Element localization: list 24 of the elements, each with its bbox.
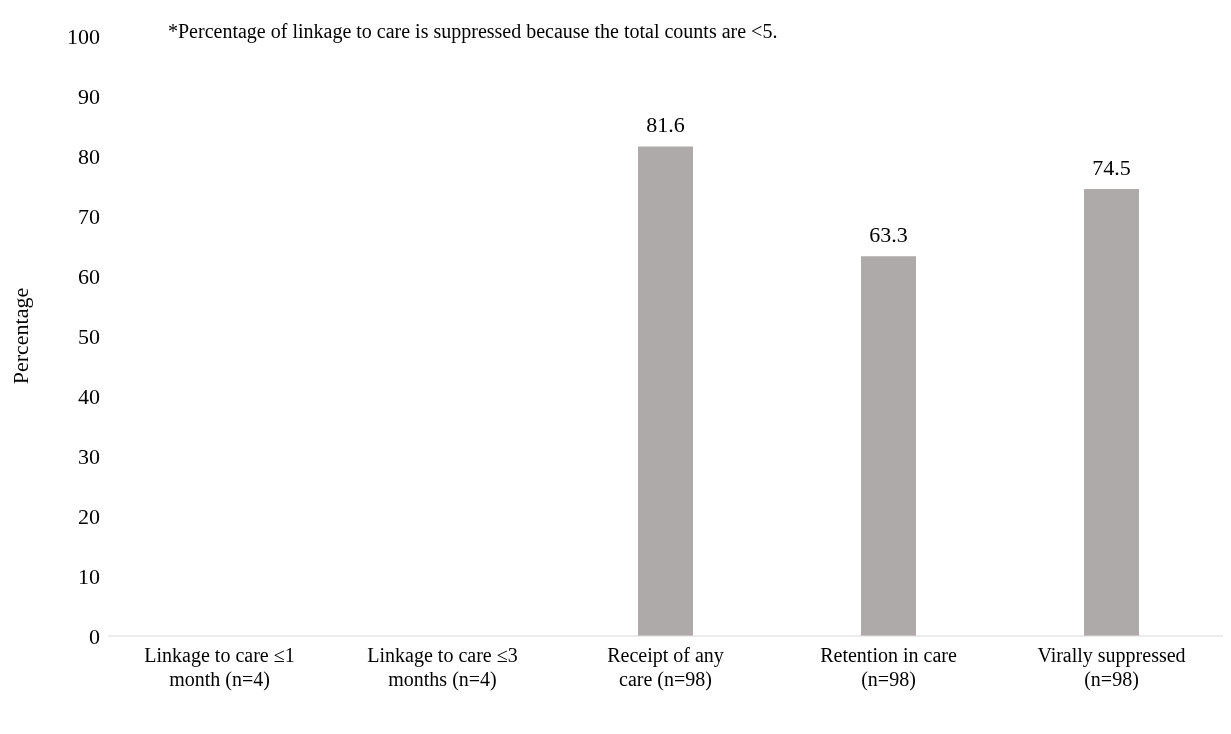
data-label: 81.6 (646, 112, 685, 138)
y-tick-label: 30 (78, 443, 100, 469)
data-label: 63.3 (869, 222, 908, 248)
annotation: *Percentage of linkage to care is suppressed because the total counts are <5. (168, 20, 778, 43)
x-tick-label: Retention in care (n=98) (820, 644, 957, 691)
y-tick-label: 60 (78, 263, 100, 289)
data-label: 74.5 (1092, 155, 1131, 180)
y-tick-label: 40 (78, 383, 100, 409)
y-tick-label: 10 (78, 563, 100, 589)
bar (1084, 189, 1139, 636)
y-tick-label: 20 (78, 503, 100, 529)
y-tick-label: 100 (67, 23, 100, 49)
y-tick-label: 50 (78, 323, 100, 349)
y-tick-label: 70 (78, 203, 100, 229)
bar (638, 146, 693, 636)
y-tick-label: 80 (78, 143, 100, 169)
x-tick-label: Linkage to care ≤1 month (n=4) (144, 644, 295, 691)
bar (861, 256, 916, 636)
x-tick-label: Receipt of any care (n=98) (607, 644, 724, 691)
y-tick-label: 0 (89, 623, 100, 649)
y-axis-title: Percentage (7, 287, 33, 385)
y-tick-label: 90 (78, 83, 100, 109)
x-tick-label: Linkage to care ≤3 months (n=4) (367, 644, 518, 691)
x-tick-label: Virally suppressed (n=98) (1037, 644, 1186, 691)
